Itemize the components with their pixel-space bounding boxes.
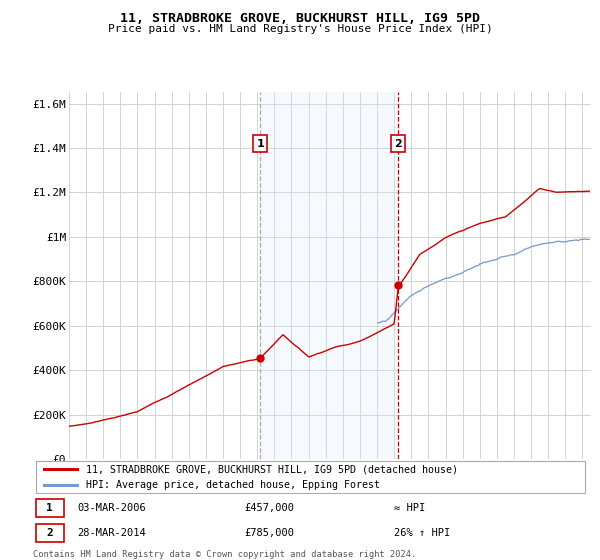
Text: 1: 1 xyxy=(46,503,53,513)
Text: ≈ HPI: ≈ HPI xyxy=(394,503,425,513)
Text: £457,000: £457,000 xyxy=(244,503,294,513)
FancyBboxPatch shape xyxy=(36,524,64,543)
Text: 2: 2 xyxy=(394,138,402,148)
Text: 11, STRADBROKE GROVE, BUCKHURST HILL, IG9 5PD (detached house): 11, STRADBROKE GROVE, BUCKHURST HILL, IG… xyxy=(86,464,458,474)
Text: 2: 2 xyxy=(46,529,53,538)
Text: 11, STRADBROKE GROVE, BUCKHURST HILL, IG9 5PD: 11, STRADBROKE GROVE, BUCKHURST HILL, IG… xyxy=(120,12,480,25)
Text: 28-MAR-2014: 28-MAR-2014 xyxy=(77,529,146,538)
Text: £785,000: £785,000 xyxy=(244,529,294,538)
Text: HPI: Average price, detached house, Epping Forest: HPI: Average price, detached house, Eppi… xyxy=(86,480,380,490)
Text: 26% ↑ HPI: 26% ↑ HPI xyxy=(394,529,450,538)
Bar xyxy=(260,92,398,459)
Text: 1: 1 xyxy=(256,138,264,148)
Text: Contains HM Land Registry data © Crown copyright and database right 2024.
This d: Contains HM Land Registry data © Crown c… xyxy=(33,550,416,560)
Text: Price paid vs. HM Land Registry's House Price Index (HPI): Price paid vs. HM Land Registry's House … xyxy=(107,24,493,34)
FancyBboxPatch shape xyxy=(36,499,64,517)
FancyBboxPatch shape xyxy=(36,461,585,493)
Text: 03-MAR-2006: 03-MAR-2006 xyxy=(77,503,146,513)
